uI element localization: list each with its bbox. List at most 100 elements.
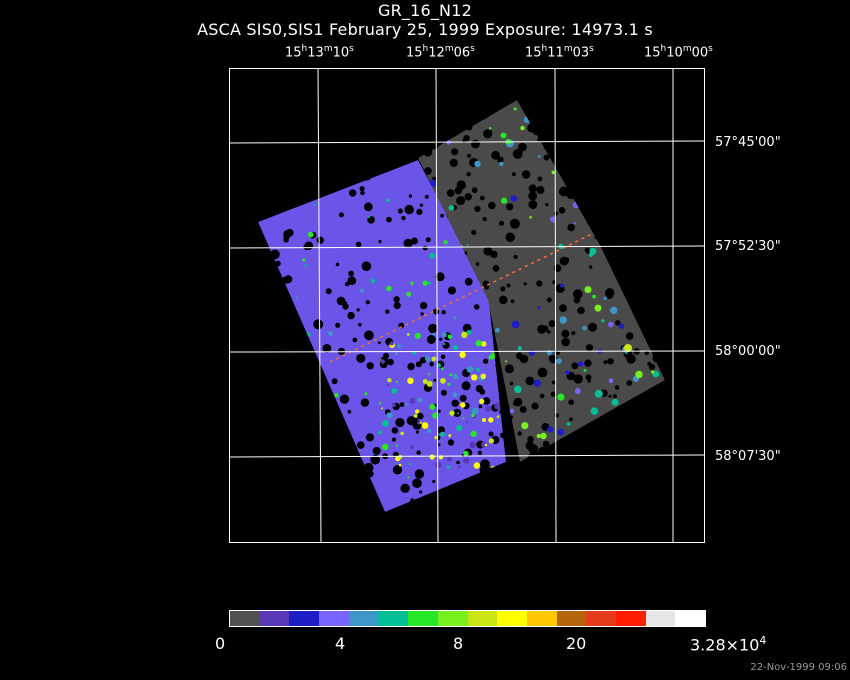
image-source-pixel [328,331,333,336]
image-noise [459,394,467,402]
colorbar-segment [645,611,676,626]
image-source-pixel [387,378,392,383]
image-source-pixel [481,341,487,347]
image-source-pixel [447,334,453,339]
image-noise [479,195,485,201]
image-noise [451,148,459,156]
image-noise [328,430,336,438]
image-noise [539,393,545,399]
image-source-pixel [471,407,479,415]
image-noise [574,437,584,446]
image-source-pixel [313,203,316,206]
image-noise [473,304,480,310]
image-noise [471,139,480,149]
image-noise [293,460,302,469]
image-source-pixel [364,392,368,396]
image-source-pixel [429,454,435,460]
image-noise [511,172,516,177]
image-source-pixel [608,321,614,328]
image-noise [433,378,437,382]
colorbar-label-20: 20 [566,634,587,653]
image-noise [365,300,370,305]
image-noise [589,265,593,269]
image-source-pixel [431,143,436,149]
image-source-pixel [512,454,518,460]
image-noise [567,223,575,232]
image-source-pixel [650,461,653,462]
image-noise [316,236,324,244]
image-source-pixel [268,487,274,493]
ra-tick-label-1: 15h13m10s [285,44,354,61]
image-source-pixel [482,418,486,422]
image-source-pixel [274,377,278,381]
image-source-pixel [661,128,665,136]
image-noise [588,322,598,332]
image-noise [478,501,484,507]
image-noise [467,153,471,158]
image-source-pixel [589,247,597,255]
image-noise [542,440,550,448]
image-noise [585,374,592,381]
image-noise [593,100,598,106]
image-source-pixel [636,185,643,192]
image-noise [342,303,349,310]
image-noise [537,176,543,182]
image-source-pixel [308,437,314,443]
image-noise [584,247,590,253]
image-source-pixel [463,457,470,464]
image-noise [407,362,415,371]
image-noise [620,237,626,243]
image-source-pixel [446,465,450,469]
image-source-pixel [500,402,503,406]
image-noise [356,441,365,449]
image-noise [474,205,481,213]
image-noise [415,430,419,434]
image-noise [283,230,290,237]
image-noise [657,106,665,116]
image-noise [573,156,582,164]
image-noise [624,228,628,232]
image-noise [652,353,662,363]
image-source-pixel [499,161,504,167]
image-noise [527,453,536,462]
image-noise [335,262,340,267]
image-noise [397,208,403,214]
image-source-pixel [618,323,625,330]
image-noise [304,390,309,395]
image-noise [258,499,262,507]
image-noise [655,445,665,455]
image-source-pixel [551,117,556,121]
image-noise [525,376,535,386]
image-noise [419,357,427,364]
image-noise [399,402,405,407]
image-source-pixel [391,388,398,394]
image-noise [488,201,496,210]
image-source-pixel [586,153,591,158]
image-source-pixel [436,137,440,141]
image-source-pixel [551,170,556,175]
image-noise [580,132,585,136]
image-source-pixel [381,407,383,410]
image-source-pixel [471,413,475,418]
image-noise [465,104,474,113]
colorbar-segment [556,611,587,626]
image-noise [259,353,269,364]
image-noise [387,358,394,366]
image-source-pixel [611,434,614,437]
image-source-pixel [540,432,547,440]
image-noise [631,250,639,258]
image-source-pixel [431,356,437,362]
image-source-pixel [332,428,339,435]
image-source-pixel [419,421,422,424]
image-noise [666,177,673,184]
image-noise [522,101,531,110]
sky-image-frame [229,68,705,543]
image-noise [414,469,425,479]
image-source-pixel [429,403,436,410]
image-noise [615,162,621,168]
image-source-pixel [421,422,429,429]
image-source-pixel [398,463,402,467]
image-noise [352,337,358,343]
image-noise [413,417,418,422]
image-source-pixel [556,358,562,364]
